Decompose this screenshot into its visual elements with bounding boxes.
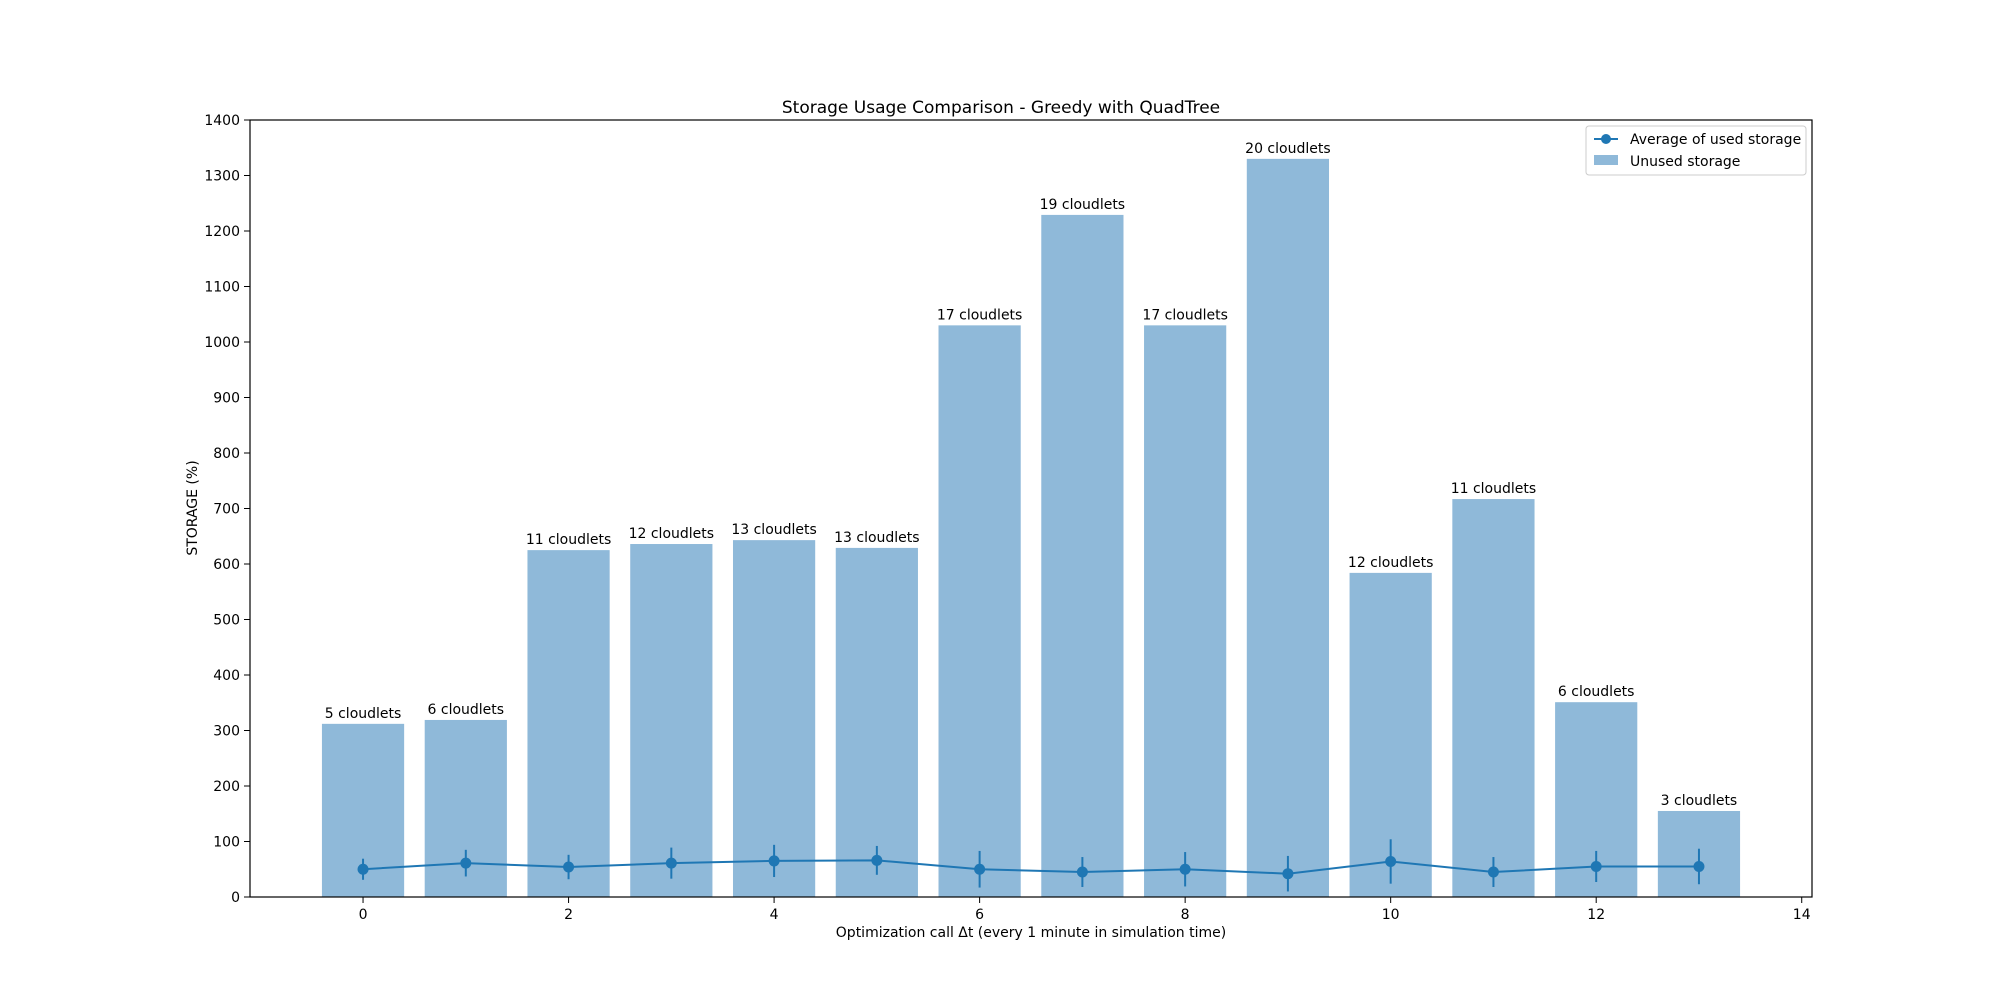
- data-point: [1693, 860, 1705, 872]
- y-tick-label: 100: [213, 835, 240, 851]
- x-tick-label: 0: [359, 907, 368, 923]
- x-axis: 0 2 4 6 8 10 12 14: [359, 897, 1811, 923]
- bar-value-label: 13 cloudlets: [731, 522, 816, 538]
- y-tick-label: 0: [231, 890, 240, 906]
- bar: [1246, 158, 1330, 898]
- bar-value-label: 11 cloudlets: [1451, 481, 1536, 497]
- bar-value-label: 3 cloudlets: [1661, 793, 1738, 809]
- bar-value-label: 6 cloudlets: [428, 702, 505, 718]
- y-tick-label: 1000: [204, 335, 240, 351]
- x-tick-label: 8: [1181, 907, 1190, 923]
- data-point: [1179, 863, 1191, 875]
- x-tick-label: 4: [770, 907, 779, 923]
- bar: [732, 540, 816, 897]
- y-tick-label: 200: [213, 779, 240, 795]
- y-tick-label: 600: [213, 557, 240, 573]
- y-tick-label: 400: [213, 668, 240, 684]
- line-series-group: [357, 839, 1705, 892]
- bar-value-label: 19 cloudlets: [1040, 197, 1125, 213]
- data-point: [871, 854, 883, 866]
- bar-value-label: 20 cloudlets: [1245, 141, 1330, 157]
- bar-value-label: 17 cloudlets: [937, 307, 1022, 323]
- y-tick-label: 1100: [204, 280, 240, 296]
- bar-value-label: 11 cloudlets: [526, 532, 611, 548]
- x-tick-label: 2: [564, 907, 573, 923]
- data-point: [1385, 855, 1397, 867]
- bars-group: [321, 158, 1741, 898]
- legend: Average of used storage Unused storage: [1585, 125, 1807, 176]
- bar-value-label: 13 cloudlets: [834, 530, 919, 546]
- y-tick-label: 900: [213, 391, 240, 407]
- bar: [527, 550, 610, 897]
- y-tick-label: 1300: [204, 169, 240, 185]
- x-axis-label: Optimization call Δt (every 1 minute in …: [836, 925, 1226, 941]
- chart-title: Storage Usage Comparison - Greedy with Q…: [782, 98, 1220, 118]
- y-tick-label: 800: [213, 446, 240, 462]
- legend-frame: [1585, 125, 1807, 176]
- bar-value-label: 12 cloudlets: [1348, 555, 1433, 571]
- y-axis-label: STORAGE (%): [185, 460, 201, 555]
- bar: [938, 325, 1021, 898]
- data-point: [1282, 868, 1294, 880]
- y-tick-label: 300: [213, 724, 240, 740]
- data-point: [1076, 866, 1088, 878]
- bar-value-label: 6 cloudlets: [1558, 684, 1635, 700]
- bar: [1452, 499, 1535, 897]
- legend-point-marker: [1601, 134, 1611, 144]
- data-point: [768, 855, 780, 867]
- x-tick-label: 12: [1587, 907, 1605, 923]
- bar: [1144, 325, 1227, 898]
- series-line: [362, 859, 1699, 875]
- legend-bar-swatch: [1594, 155, 1618, 165]
- data-point: [1487, 866, 1499, 878]
- data-point: [563, 861, 575, 873]
- legend-label-bar: Unused storage: [1630, 154, 1740, 170]
- y-axis: 0 100 200 300 400 500 600 700 800 900 1000 1100 1200…: [204, 113, 250, 906]
- data-point: [1590, 860, 1602, 872]
- bar: [630, 544, 713, 897]
- y-tick-label: 1200: [204, 224, 240, 240]
- x-tick-label: 14: [1793, 907, 1811, 923]
- bar-value-label: 17 cloudlets: [1142, 307, 1227, 323]
- bar: [835, 547, 918, 897]
- data-point: [357, 863, 369, 875]
- bar: [1041, 214, 1124, 897]
- y-tick-label: 700: [213, 502, 240, 518]
- y-tick-label: 500: [213, 613, 240, 629]
- bar-value-label: 12 cloudlets: [629, 526, 714, 542]
- x-tick-label: 6: [975, 907, 984, 923]
- data-point: [665, 857, 677, 869]
- data-point: [974, 863, 986, 875]
- bar-labels-group: 5 cloudlets 6 cloudlets 11 cloudlets 12 clo…: [325, 141, 1737, 809]
- bar-value-label: 5 cloudlets: [325, 706, 402, 722]
- data-point: [460, 857, 472, 869]
- x-tick-label: 10: [1382, 907, 1400, 923]
- legend-label-line: Average of used storage: [1630, 132, 1801, 148]
- y-tick-label: 1400: [204, 113, 240, 129]
